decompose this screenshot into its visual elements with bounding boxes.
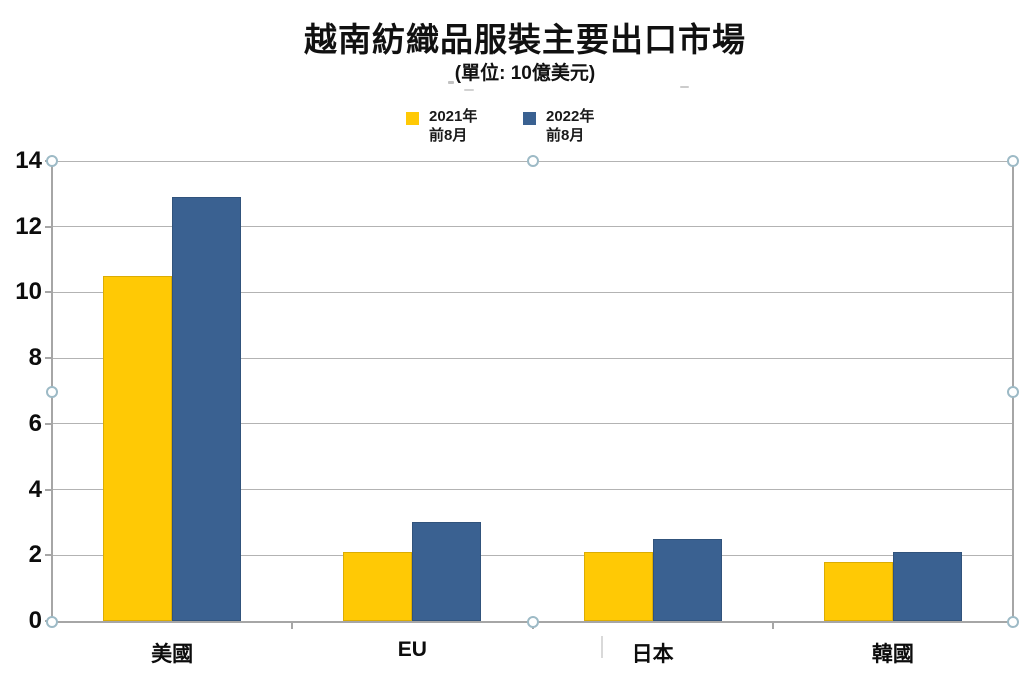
selection-handle[interactable] — [46, 385, 58, 398]
legend-label-line: 前8月 — [429, 127, 468, 144]
legend-label-2021年前8月[interactable]: 2021年前8月 — [429, 107, 477, 145]
category-label-EU: EU — [397, 638, 427, 661]
gridline — [52, 554, 1013, 556]
y-axis-label: 4 — [28, 475, 42, 503]
y-axis-tick — [45, 357, 51, 360]
bar-2021年前8月-日本[interactable] — [583, 552, 653, 621]
y-axis-label: 8 — [28, 344, 42, 372]
stray-mark — [448, 81, 454, 84]
bar-2022年前8月-美國[interactable] — [172, 197, 242, 621]
category-label-韓國: 韓國 — [871, 643, 914, 666]
y-axis-label: 2 — [28, 541, 42, 569]
selection-handle[interactable] — [46, 155, 58, 167]
gridline — [52, 423, 1013, 425]
legend-label-line: 2021年 — [429, 108, 478, 125]
y-axis-tick — [45, 291, 51, 294]
x-axis-tick — [291, 621, 294, 629]
legend-label-2022年前8月[interactable]: 2022年前8月 — [546, 107, 594, 145]
gridline — [52, 226, 1013, 228]
y-axis-label: 10 — [15, 278, 42, 306]
y-axis-tick — [45, 488, 51, 491]
gridline — [52, 357, 1013, 359]
category-label-美國: 美國 — [151, 643, 194, 666]
chart-title: 越南紡織品服裝主要出口市場 — [304, 21, 746, 58]
selection-handle[interactable] — [526, 616, 539, 628]
y-axis-label: 0 — [28, 607, 42, 634]
y-axis-tick — [45, 225, 51, 228]
stray-mark — [601, 636, 603, 658]
bar-2022年前8月-EU[interactable] — [412, 522, 482, 621]
y-axis-label: 14 — [15, 147, 42, 174]
bar-2021年前8月-EU[interactable] — [343, 552, 413, 621]
stray-mark — [680, 86, 689, 88]
legend-swatch-2021年前8月[interactable] — [406, 112, 419, 125]
y-axis-label: 12 — [15, 212, 42, 240]
selection-handle[interactable] — [1007, 616, 1019, 628]
stray-mark — [464, 89, 474, 91]
y-axis-tick — [45, 554, 51, 557]
category-label-日本: 日本 — [631, 643, 674, 666]
bar-2022年前8月-日本[interactable] — [652, 538, 722, 621]
legend-swatch-2022年前8月[interactable] — [523, 112, 536, 125]
y-axis-label: 6 — [28, 409, 42, 437]
bar-2022年前8月-韓國[interactable] — [892, 552, 962, 621]
y-axis-tick — [45, 422, 51, 425]
selection-handle[interactable] — [46, 616, 58, 628]
bar-2021年前8月-韓國[interactable] — [823, 561, 893, 621]
legend-label-line: 2022年 — [546, 108, 595, 125]
selection-handle[interactable] — [526, 155, 539, 167]
x-axis-tick — [771, 621, 774, 629]
bar-2021年前8月-美國[interactable] — [103, 276, 173, 621]
selection-handle[interactable] — [1007, 385, 1019, 398]
gridline — [52, 489, 1013, 491]
selection-handle[interactable] — [1007, 155, 1019, 167]
gridline — [52, 291, 1013, 293]
chart-subtitle: (單位: 10億美元) — [454, 63, 596, 84]
legend-label-line: 前8月 — [546, 127, 585, 144]
